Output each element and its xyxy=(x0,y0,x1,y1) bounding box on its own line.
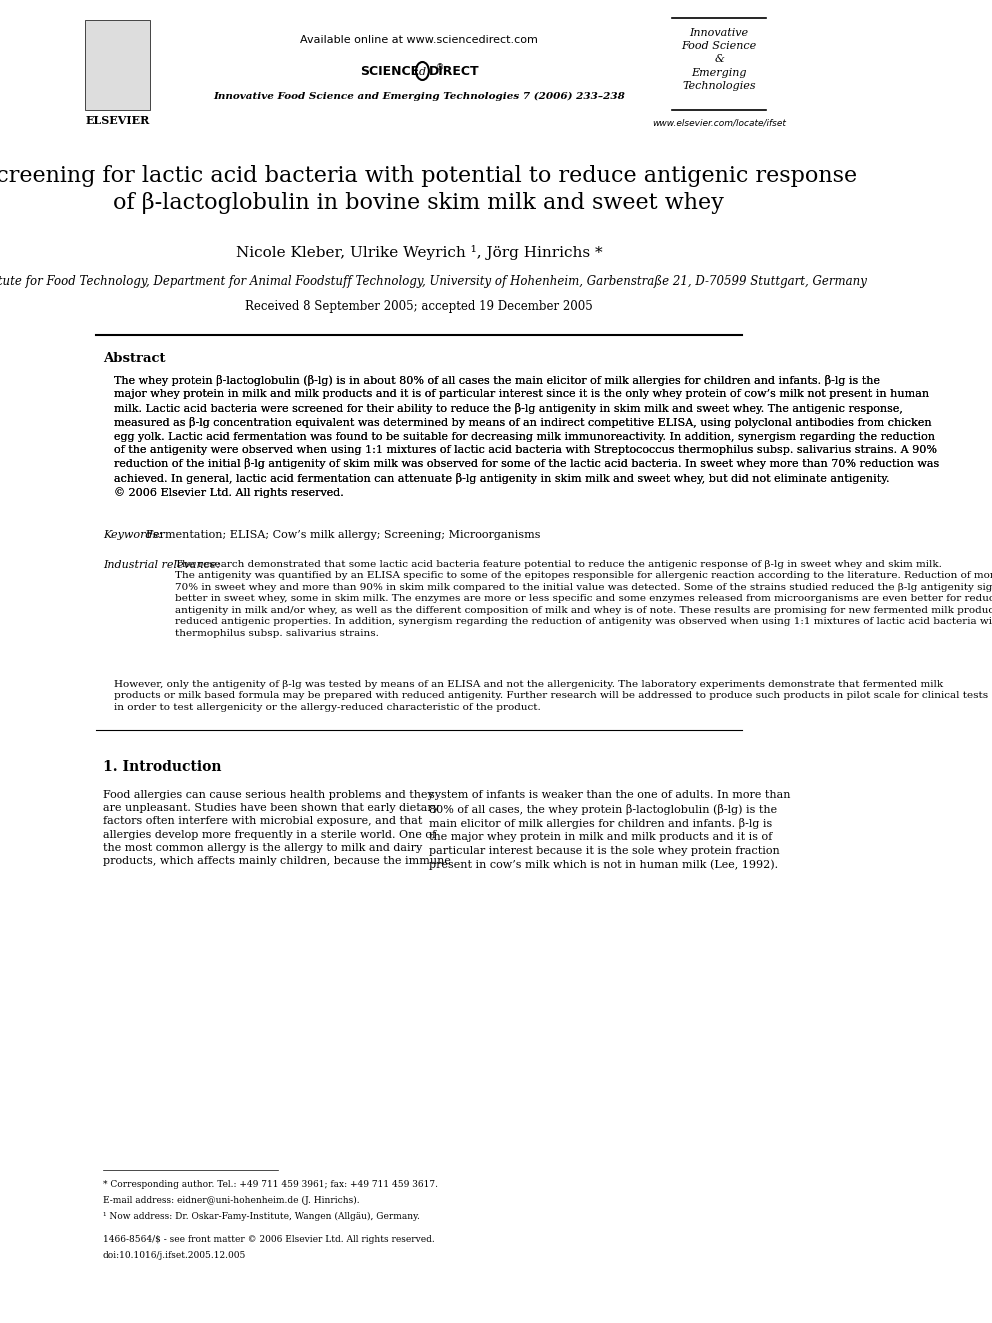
Text: doi:10.1016/j.ifset.2005.12.005: doi:10.1016/j.ifset.2005.12.005 xyxy=(103,1252,246,1259)
Text: Abstract: Abstract xyxy=(103,352,166,365)
Text: d: d xyxy=(419,67,426,77)
Text: system of infants is weaker than the one of adults. In more than
80% of all case: system of infants is weaker than the one… xyxy=(429,790,791,869)
Text: SCIENCE: SCIENCE xyxy=(360,65,419,78)
Text: Keywords:: Keywords: xyxy=(103,531,162,540)
Text: Received 8 September 2005; accepted 19 December 2005: Received 8 September 2005; accepted 19 D… xyxy=(245,300,593,314)
Text: ¹ Now address: Dr. Oskar-Famy-Institute, Wangen (Allgäu), Germany.: ¹ Now address: Dr. Oskar-Famy-Institute,… xyxy=(103,1212,420,1221)
Text: Nicole Kleber, Ulrike Weyrich ¹, Jörg Hinrichs *: Nicole Kleber, Ulrike Weyrich ¹, Jörg Hi… xyxy=(235,245,602,261)
Text: ®: ® xyxy=(436,64,444,71)
Text: E-mail address: eidner@uni-hohenheim.de (J. Hinrichs).: E-mail address: eidner@uni-hohenheim.de … xyxy=(103,1196,359,1205)
Text: Institute for Food Technology, Department for Animal Foodstuff Technology, Unive: Institute for Food Technology, Departmen… xyxy=(0,275,867,288)
Text: 1466-8564/$ - see front matter © 2006 Elsevier Ltd. All rights reserved.: 1466-8564/$ - see front matter © 2006 El… xyxy=(103,1234,434,1244)
Text: The research demonstrated that some lactic acid bacteria feature potential to re: The research demonstrated that some lact… xyxy=(175,560,992,638)
Text: The whey protein β-lactoglobulin (β-lg) is in about 80% of all cases the main el: The whey protein β-lactoglobulin (β-lg) … xyxy=(114,374,939,499)
Text: * Corresponding author. Tel.: +49 711 459 3961; fax: +49 711 459 3617.: * Corresponding author. Tel.: +49 711 45… xyxy=(103,1180,437,1189)
Text: Screening for lactic acid bacteria with potential to reduce antigenic response
o: Screening for lactic acid bacteria with … xyxy=(0,165,857,214)
Text: Fermentation; ELISA; Cow’s milk allergy; Screening; Microorganisms: Fermentation; ELISA; Cow’s milk allergy;… xyxy=(146,531,541,540)
Text: However, only the antigenity of β-lg was tested by means of an ELISA and not the: However, only the antigenity of β-lg was… xyxy=(114,680,988,712)
FancyBboxPatch shape xyxy=(85,20,150,110)
Text: ELSEVIER: ELSEVIER xyxy=(85,115,150,126)
Text: 1. Introduction: 1. Introduction xyxy=(103,759,221,774)
Text: Innovative
Food Science
&
Emerging
Technologies: Innovative Food Science & Emerging Techn… xyxy=(682,28,757,91)
Text: Industrial relevance:: Industrial relevance: xyxy=(103,560,220,570)
Text: DIRECT: DIRECT xyxy=(429,65,479,78)
Text: Innovative Food Science and Emerging Technologies 7 (2006) 233–238: Innovative Food Science and Emerging Tec… xyxy=(213,93,625,101)
Text: www.elsevier.com/locate/ifset: www.elsevier.com/locate/ifset xyxy=(652,118,786,127)
Text: Food allergies can cause serious health problems and they
are unpleasant. Studie: Food allergies can cause serious health … xyxy=(103,790,450,867)
Text: The whey protein β-lactoglobulin (β-lg) is in about 80% of all cases the main el: The whey protein β-lactoglobulin (β-lg) … xyxy=(114,374,939,499)
Text: Available online at www.sciencedirect.com: Available online at www.sciencedirect.co… xyxy=(300,34,538,45)
